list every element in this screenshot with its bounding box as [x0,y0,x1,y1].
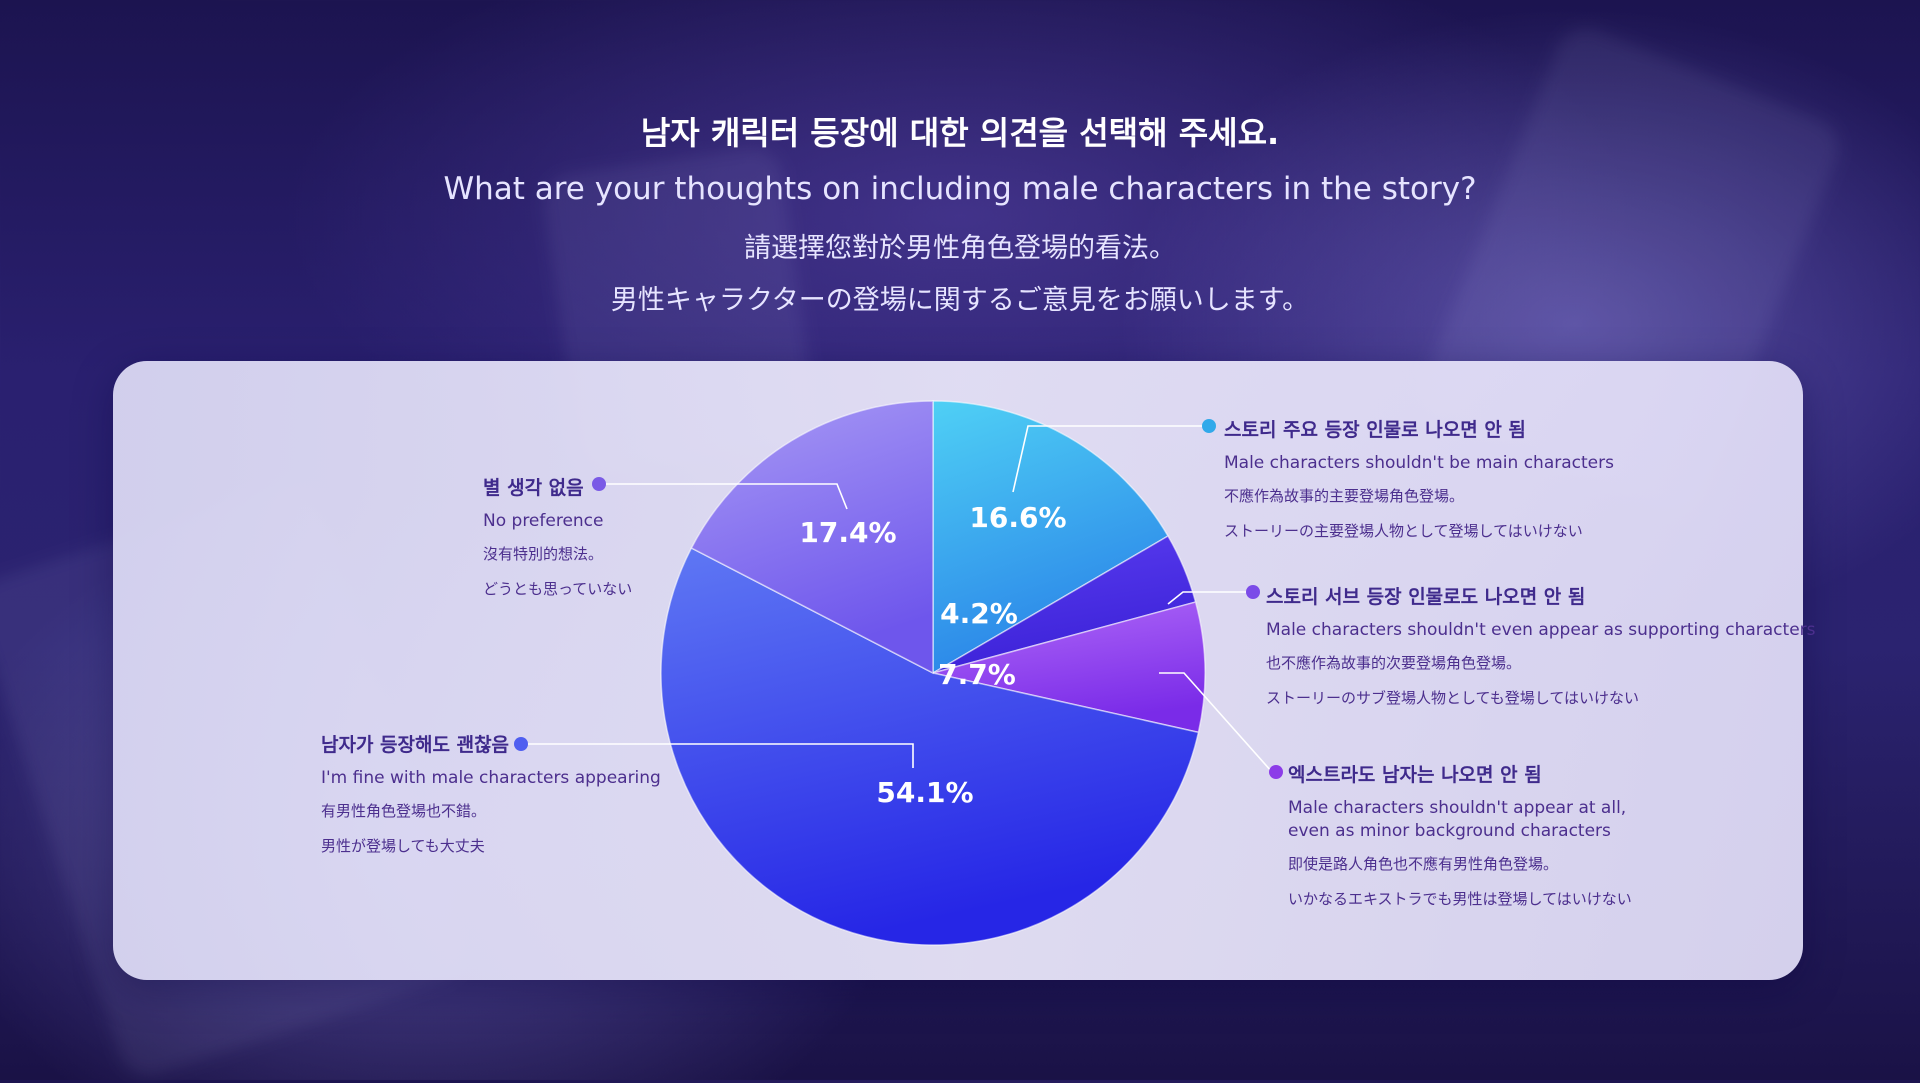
leader-line [1159,672,1273,773]
legend-item-supporting-characters: 스토리 서브 등장 인물로도 나오면 안 됨 Male characters s… [1266,582,1816,708]
legend-label-english: I'm fine with male characters appearing [321,768,661,788]
legend-label-english: Male characters shouldn't even appear as… [1266,620,1816,640]
legend-dot [1269,765,1283,779]
legend-label-chinese: 沒有特別的想法。 [483,545,604,563]
legend-label-japanese: ストーリーの主要登場人物として登場してはいけない [1224,522,1583,540]
legend-item-no-preference: 별 생각 없음 No preference 沒有特別的想法。 どうとも思っていな… [483,473,632,599]
results-card: 16.6% 4.2% 7.7% 54.1% 17.4% 스토리 주요 등장 인물로 나오… [113,361,1816,980]
pie-slice [690,400,934,675]
question-title-chinese: 請選擇您對於男性角色登場的看法。 [744,233,1176,264]
slice-percentage-label: 16.6% [969,501,1066,534]
legend-label-korean: 스토리 서브 등장 인물로도 나오면 안 됨 [1266,586,1586,608]
question-title-english: What are your thoughts on including male… [443,171,1477,207]
legend-label-korean: 엑스트라도 남자는 나오면 안 됨 [1288,764,1542,786]
legend-label-english: Male characters shouldn't appear at all,… [1288,797,1632,843]
pie-chart: 16.6% 4.2% 7.7% 54.1% 17.4% [514,400,1283,946]
legend-dot [514,737,528,751]
legend-label-chinese: 即使是路人角色也不應有男性角色登場。 [1288,855,1559,873]
legend-label-korean: 남자가 등장해도 괜찮음 [321,734,510,756]
legend-item-fine-with-male: 남자가 등장해도 괜찮음 I'm fine with male characte… [321,730,661,856]
pie-slice [932,400,1170,675]
legend-label-japanese: 男性が登場しても大丈夫 [321,837,485,855]
legend-item-no-extras: 엑스트라도 남자는 나오면 안 됨 Male characters should… [1288,760,1632,909]
leader-line [599,483,848,510]
question-title-japanese: 男性キャラクターの登場に関するご意見をお願いします。 [610,285,1310,316]
slice-percentage-label: 17.4% [799,516,896,549]
leader-line [1012,425,1205,493]
legend-label-korean: 별 생각 없음 [483,477,584,499]
legend-label-japanese: どうとも思っていない [483,580,633,598]
legend-label-korean: 스토리 주요 등장 인물로 나오면 안 됨 [1224,419,1526,441]
leader-line [521,743,914,768]
legend-label-english-line: even as minor background characters [1288,821,1611,841]
legend-label-japanese: いかなるエキストラでも男性は登場してはいけない [1288,890,1632,908]
legend-dot [592,477,606,491]
legend-label-chinese: 有男性角色登場也不錯。 [321,802,487,820]
slice-percentage-label: 54.1% [876,776,973,809]
legend-label-chinese: 也不應作為故事的次要登場角色登場。 [1266,654,1522,672]
legend-label-japanese: ストーリーのサブ登場人物としても登場してはいけない [1266,689,1640,707]
slice-percentage-label: 4.2% [940,597,1018,630]
question-title-korean: 남자 캐릭터 등장에 대한 의견을 선택해 주세요. [640,114,1280,152]
legend-dot [1202,419,1216,433]
legend-dot [1246,585,1260,599]
legend-label-english: Male characters shouldn't be main charac… [1224,453,1614,473]
pie-slice [932,601,1206,734]
legend-label-english-line: Male characters shouldn't appear at all, [1288,798,1627,818]
legend-item-main-characters: 스토리 주요 등장 인물로 나오면 안 됨 Male characters sh… [1224,415,1614,541]
leader-line [1167,591,1250,605]
legend-label-chinese: 不應作為故事的主要登場角色登場。 [1224,487,1465,505]
pie-slice [660,546,1200,946]
legend-label-english: No preference [483,511,604,531]
slice-percentage-label: 7.7% [938,658,1016,691]
